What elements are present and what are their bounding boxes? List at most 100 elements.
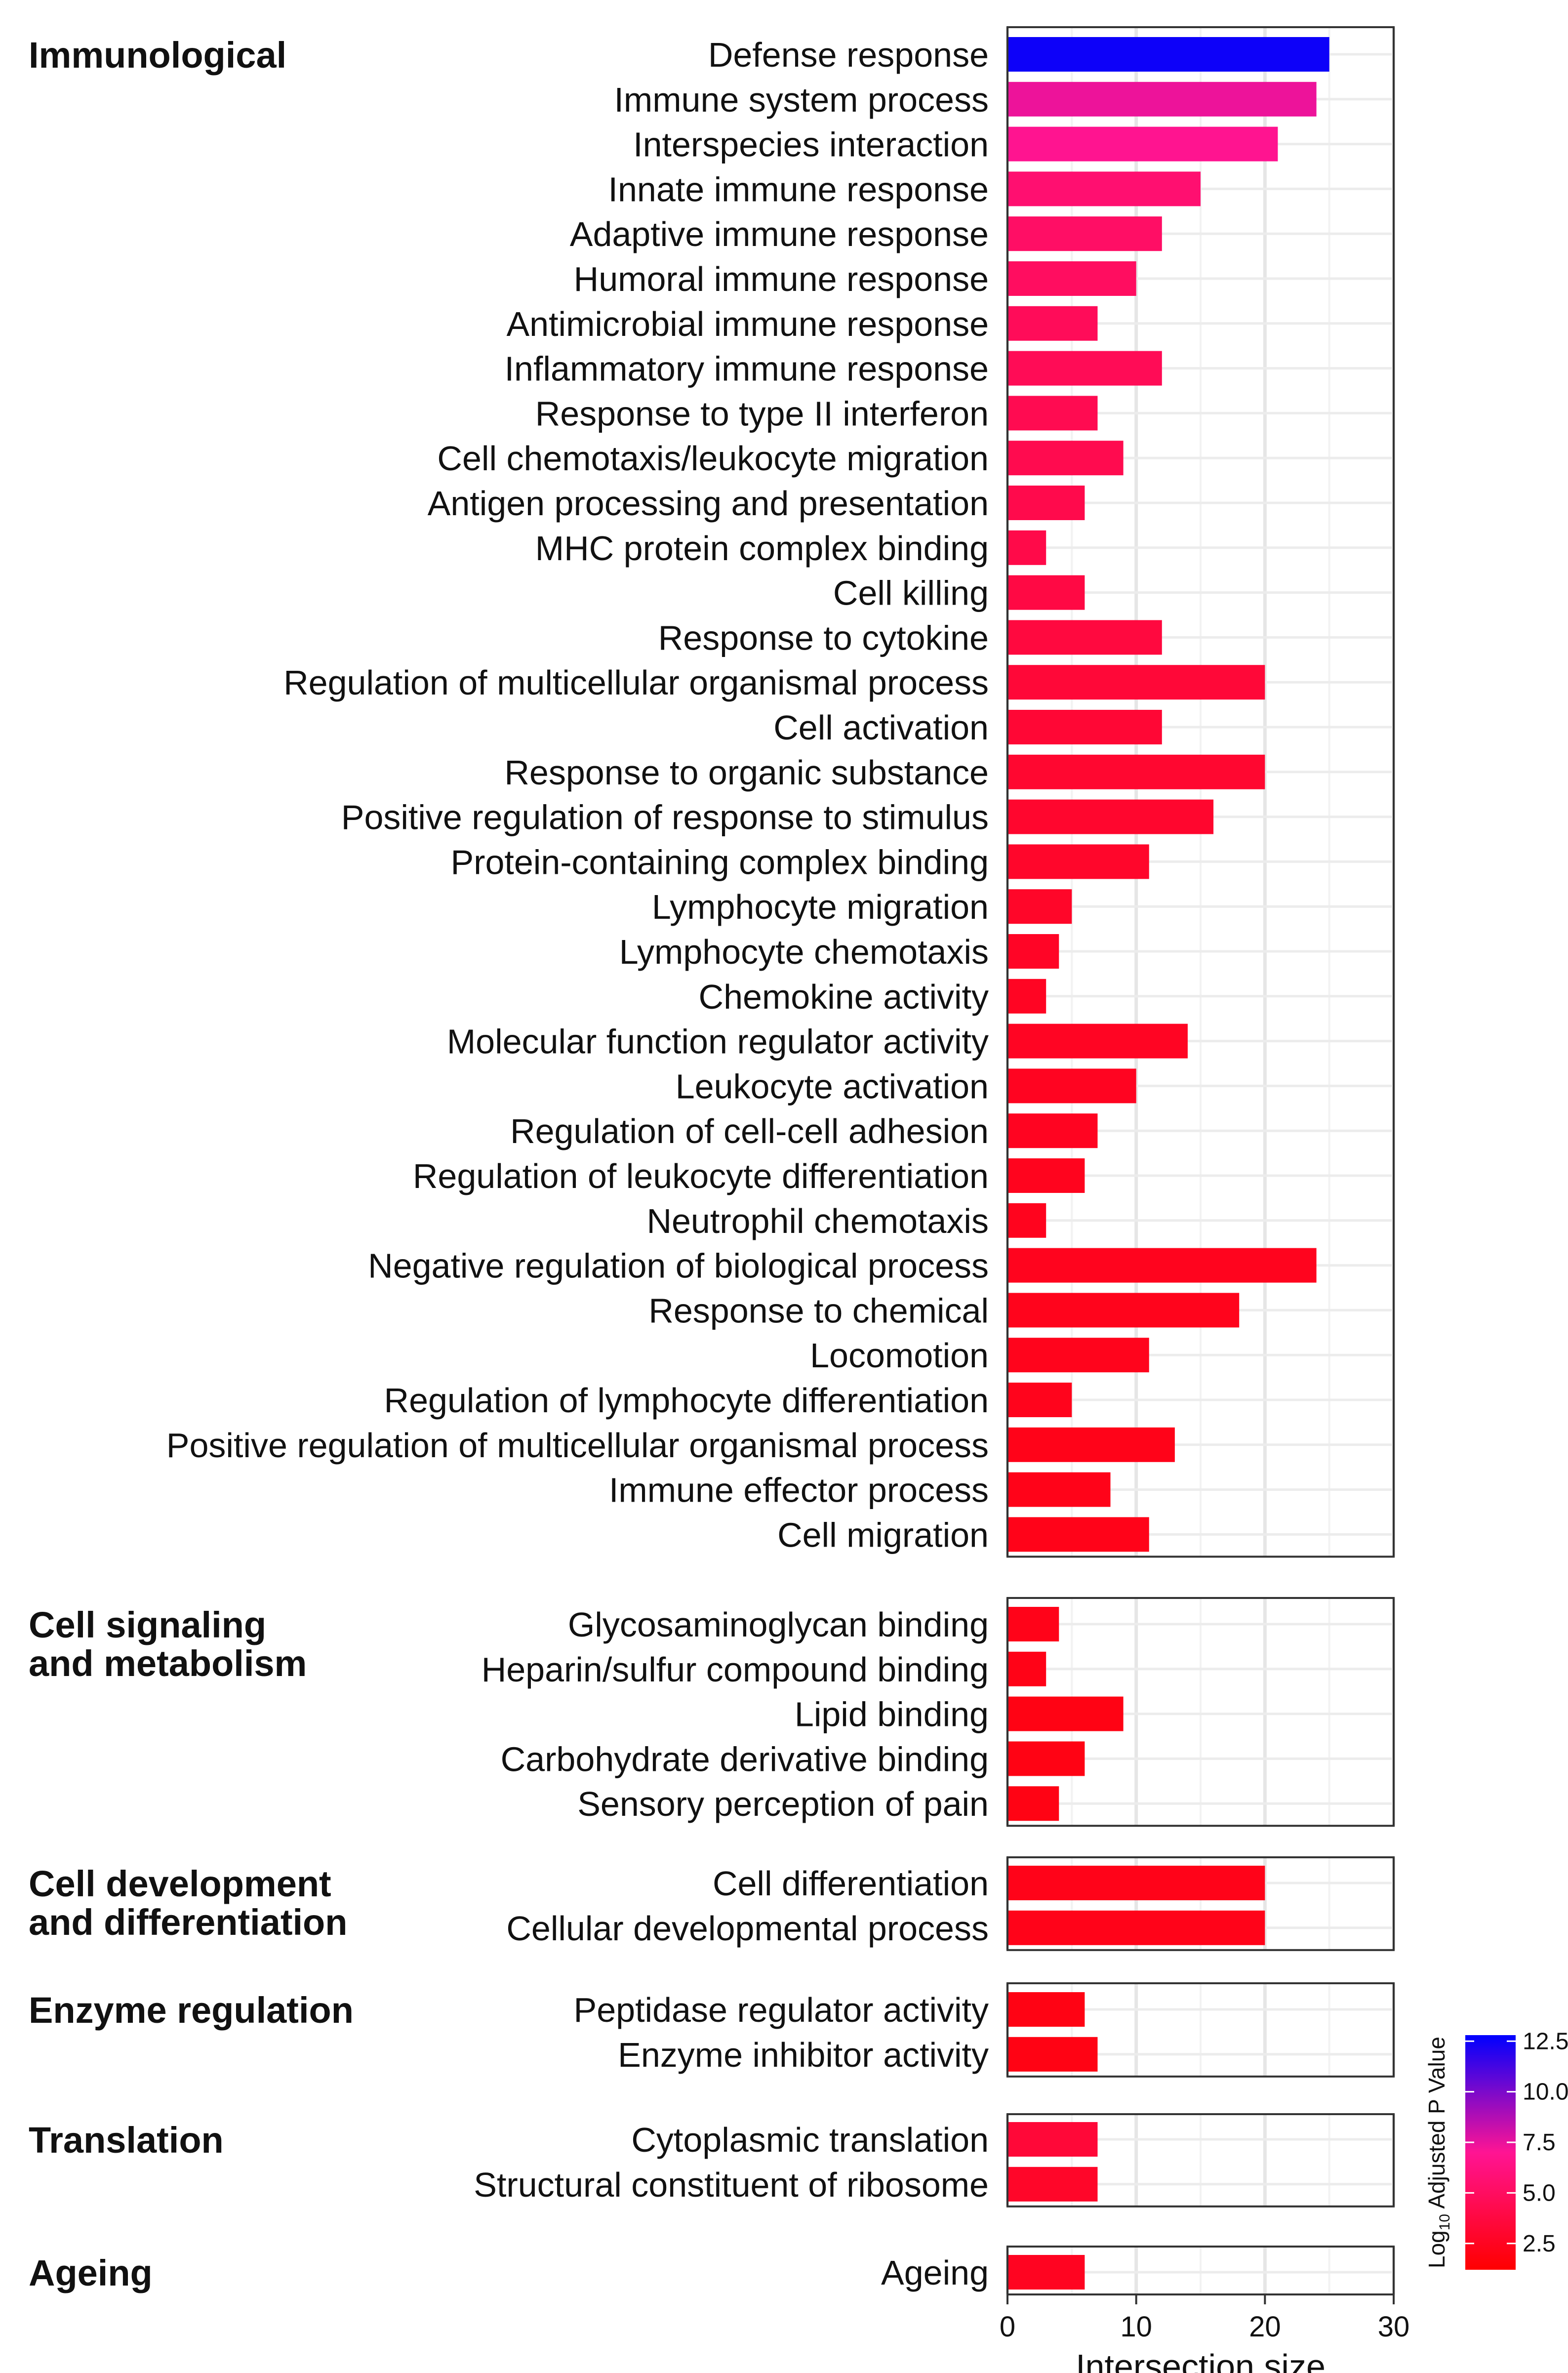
bar [1007, 1113, 1098, 1148]
term-label: Immune system process [614, 81, 989, 119]
x-tick-label: 30 [1378, 2311, 1410, 2343]
term-label: Protein-containing complex binding [450, 843, 989, 881]
term-label: Lipid binding [795, 1695, 989, 1734]
bar [1007, 1696, 1124, 1731]
term-label: Molecular function regulator activity [447, 1023, 989, 1061]
group-label: Immunological [29, 35, 286, 76]
term-label: Humoral immune response [574, 260, 989, 298]
term-label: Structural constituent of ribosome [474, 2166, 989, 2204]
bar [1007, 82, 1317, 117]
bar [1007, 1068, 1136, 1104]
bar [1007, 1786, 1059, 1821]
bar [1007, 1293, 1240, 1328]
group-translation: Cytoplasmic translation Structural consti… [29, 2113, 1396, 2208]
bar [1007, 710, 1162, 744]
panel-border [1006, 2246, 1395, 2295]
group-label: Enzyme regulation [29, 1990, 354, 2031]
bar [1007, 126, 1278, 162]
bar [1007, 1651, 1046, 1686]
bar [1007, 1023, 1188, 1059]
term-label: Chemokine activity [699, 978, 989, 1016]
bar [1007, 1607, 1059, 1641]
term-label: Regulation of lymphocyte differentiation [384, 1381, 989, 1420]
bar [1007, 306, 1098, 341]
legend-tick-label: 5.0 [1523, 2180, 1556, 2206]
bar [1007, 261, 1136, 296]
term-label: Antigen processing and presentation [428, 484, 989, 523]
term-label: Glycosaminoglycan binding [568, 1605, 989, 1644]
group-label: Cell development and differentiation [29, 1863, 347, 1943]
bar [1007, 1338, 1149, 1373]
bar [1007, 1383, 1072, 1417]
term-label: Interspecies interaction [633, 125, 989, 164]
bar [1007, 1427, 1175, 1462]
term-label: Response to cytokine [658, 618, 989, 657]
term-label: Leukocyte activation [676, 1067, 989, 1105]
chart-panels: Defense response Immune system process Int… [29, 26, 1396, 2295]
legend-tick-label: 10.0 [1523, 2079, 1568, 2105]
x-tick-label: 0 [1000, 2311, 1015, 2343]
legend-tick-label: 7.5 [1523, 2129, 1556, 2156]
term-label: Adaptive immune response [570, 215, 989, 253]
bar [1007, 2122, 1098, 2157]
term-label: Cell migration [777, 1515, 989, 1554]
term-label: Ageing [881, 2253, 989, 2292]
bar [1007, 530, 1046, 565]
color-legend-title: Log10 Adjusted P Value [1424, 2037, 1453, 2268]
term-label: Neutrophil chemotaxis [646, 1202, 989, 1240]
term-label: Sensory perception of pain [577, 1785, 989, 1823]
group-enzyme-regulation: Peptidase regulator activity Enzyme inhib… [29, 1982, 1396, 2078]
color-legend: Log10 Adjusted P Value 2.5 5.0 7.5 10.0 12.5 [1424, 2028, 1568, 2270]
legend-tick-label: 12.5 [1523, 2028, 1568, 2054]
group-ageing: Ageing Ageing [29, 2246, 1396, 2295]
term-label: Cell killing [833, 574, 989, 613]
term-label: Response to chemical [648, 1291, 989, 1330]
bar [1007, 1472, 1111, 1507]
bar [1007, 1910, 1265, 1945]
bar [1007, 1203, 1046, 1238]
term-label: Peptidase regulator activity [574, 1991, 989, 2029]
x-tick-label: 20 [1249, 2311, 1281, 2343]
term-label: Innate immune response [608, 170, 989, 208]
panel-border [1006, 1856, 1395, 1951]
group-label: Cell signaling and metabolism [29, 1604, 307, 1684]
legend-tick-label: 2.5 [1523, 2231, 1556, 2257]
term-label: Regulation of cell-cell adhesion [510, 1112, 989, 1150]
term-label: Response to organic substance [504, 753, 989, 792]
bar [1007, 1248, 1317, 1283]
term-label: Immune effector process [609, 1471, 989, 1510]
bar [1007, 351, 1162, 386]
term-label: Cell activation [773, 708, 989, 747]
bar [1007, 844, 1149, 879]
term-label: Lymphocyte chemotaxis [619, 933, 989, 971]
panel-border [1006, 26, 1395, 1558]
x-axis: Intersection size 0 10 20 30 [1000, 2294, 1409, 2373]
x-tick-label: 10 [1120, 2311, 1152, 2343]
term-label: Regulation of leukocyte differentiation [413, 1157, 989, 1195]
term-label: Enzyme inhibitor activity [618, 2036, 989, 2074]
bar [1007, 754, 1265, 789]
term-label: Cellular developmental process [506, 1909, 989, 1948]
bar [1007, 486, 1085, 520]
color-legend-bar [1465, 2035, 1516, 2270]
term-label: Carbohydrate derivative binding [501, 1740, 989, 1778]
bar [1007, 979, 1046, 1014]
bar [1007, 665, 1265, 700]
bar [1007, 396, 1098, 431]
bar [1007, 1741, 1085, 1776]
term-label: Positive regulation of multicellular org… [166, 1426, 989, 1465]
term-label: Lymphocyte migration [652, 888, 989, 926]
group-cell-signaling-and-metabolism: Glycosaminoglycan binding Heparin/sulfur … [29, 1597, 1396, 1827]
term-label: Positive regulation of response to stimu… [341, 798, 989, 837]
bar [1007, 2167, 1098, 2202]
term-label: Cell chemotaxis/leukocyte migration [437, 439, 989, 478]
term-label: MHC protein complex binding [535, 529, 989, 568]
bar [1007, 1866, 1265, 1900]
term-label: Negative regulation of biological proces… [368, 1247, 989, 1285]
group-immunological: Defense response Immune system process Int… [29, 26, 1396, 1558]
bar [1007, 37, 1329, 72]
panel-border [1006, 1597, 1395, 1827]
term-label: Cell differentiation [713, 1864, 989, 1903]
group-label: Translation [29, 2120, 224, 2161]
